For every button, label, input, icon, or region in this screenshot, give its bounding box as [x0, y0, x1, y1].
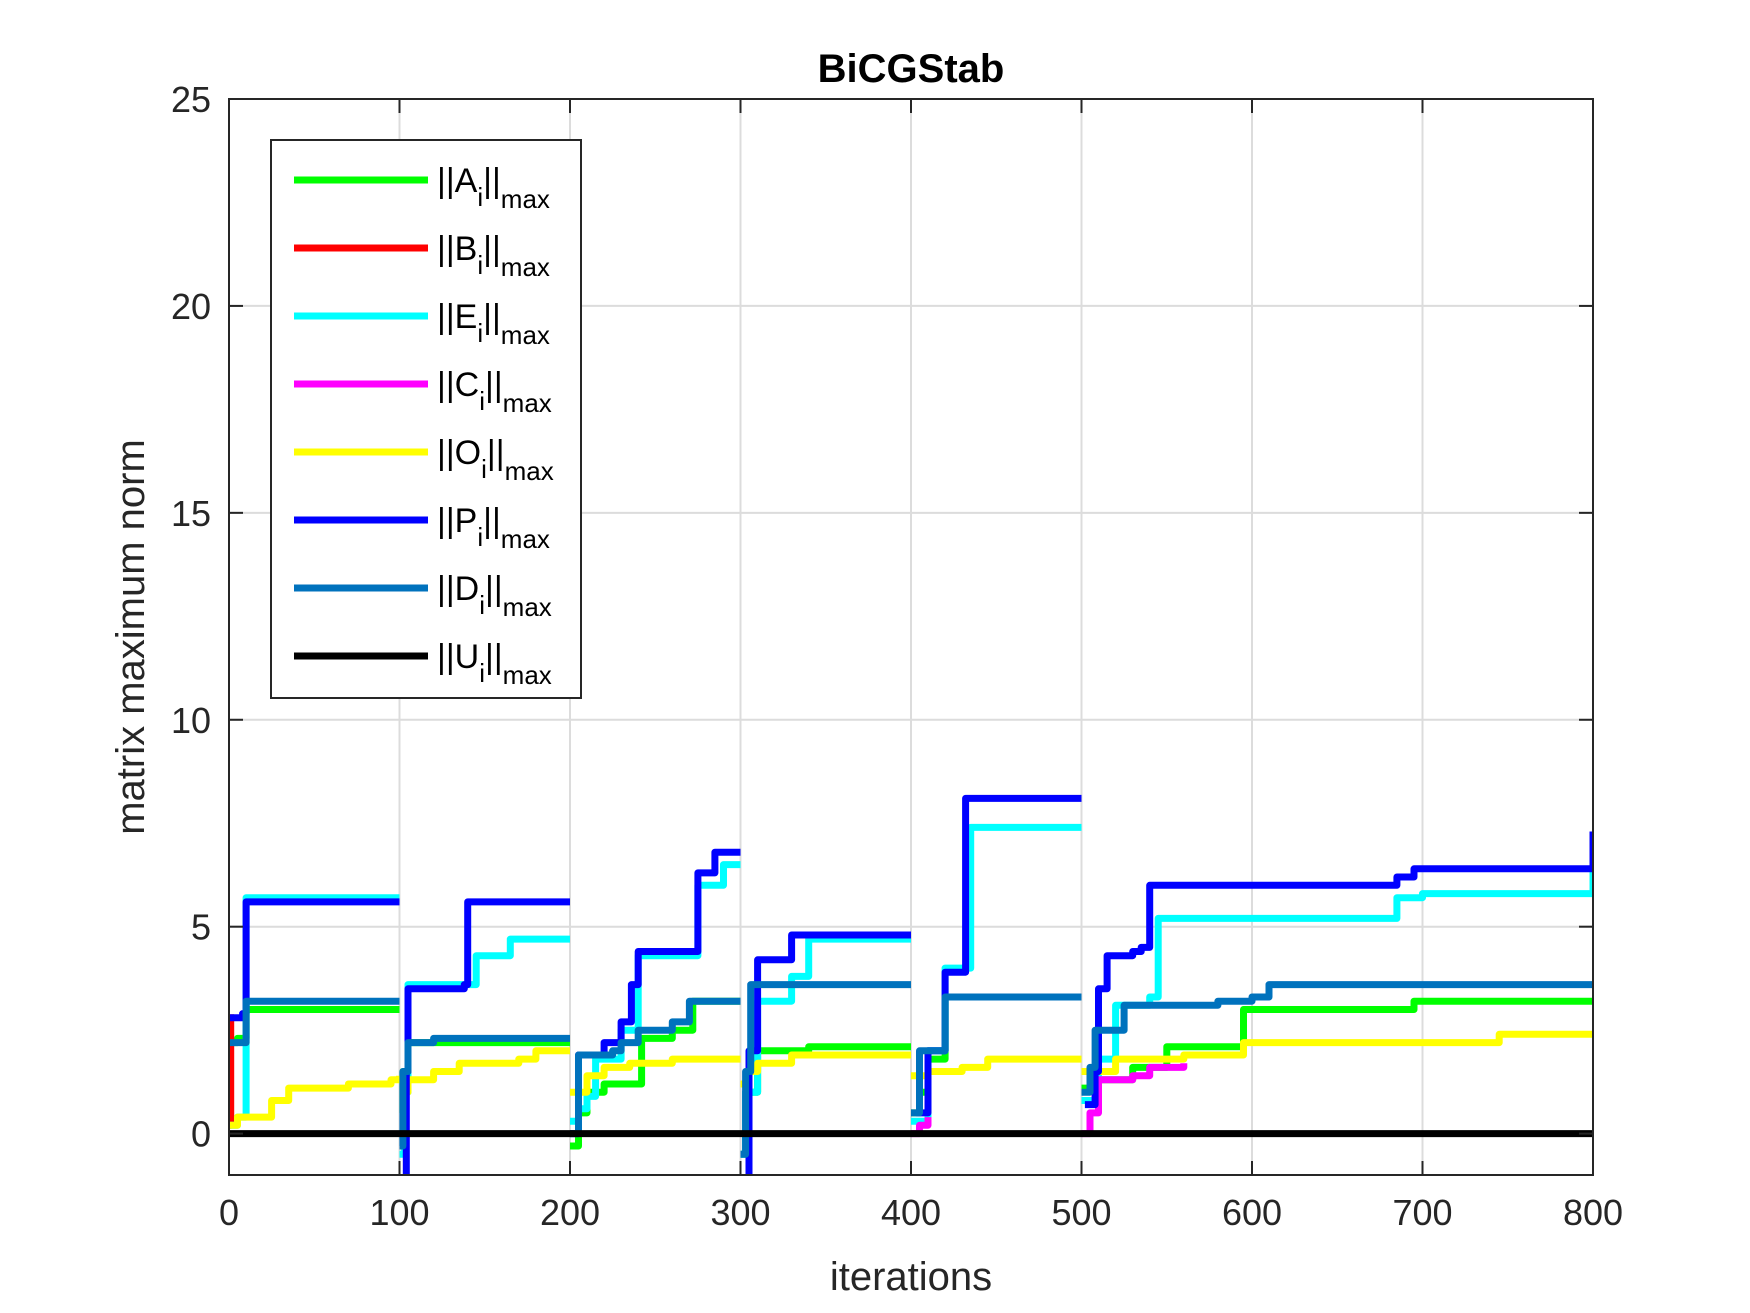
y-tick-label: 25: [171, 79, 211, 120]
y-axis-label: matrix maximum norm: [109, 439, 153, 835]
chart-title: BiCGStab: [818, 47, 1005, 91]
series-line: [1081, 1063, 1188, 1138]
series-line: [1081, 843, 1593, 1104]
x-tick-label: 300: [710, 1192, 770, 1233]
x-axis-label: iterations: [830, 1255, 992, 1299]
legend-entry-label: ||Bi||max: [437, 230, 550, 282]
series-line: [1081, 981, 1593, 1096]
legend-entry-label: ||Ci||max: [437, 366, 552, 418]
series-line: [229, 997, 400, 1047]
y-tick-label: 10: [171, 700, 211, 741]
series-layer: [229, 794, 1593, 1175]
series-line: [570, 997, 741, 1138]
legend-entry-label: ||Ei||max: [437, 298, 550, 350]
series-line: [570, 1055, 741, 1096]
series-line: [1081, 1030, 1593, 1075]
y-tick-label: 5: [191, 907, 211, 948]
legend-entry-label: ||Ai||max: [437, 162, 550, 214]
x-tick-label: 0: [219, 1192, 239, 1233]
series-line: [570, 997, 741, 1150]
y-tick-label: 15: [171, 493, 211, 534]
tick-labels: 0 100 200 300 400 500 600 700 800 0 5 10 15 20 25: [171, 79, 1623, 1233]
x-tick-label: 200: [540, 1192, 600, 1233]
series-line: [916, 794, 1082, 1117]
legend-entry-label: ||Di||max: [437, 570, 552, 622]
x-tick-label: 700: [1392, 1192, 1452, 1233]
axis-ticks: [228, 98, 1594, 1175]
series-line: [229, 1075, 403, 1129]
x-tick-label: 600: [1222, 1192, 1282, 1233]
series-line: [740, 981, 911, 1158]
series-line: [911, 993, 1082, 1117]
x-tick-label: 500: [1051, 1192, 1111, 1233]
x-tick-label: 400: [881, 1192, 941, 1233]
legend-entry-label: ||Oi||max: [437, 434, 554, 486]
legend-box: [270, 139, 582, 699]
y-tick-label: 20: [171, 286, 211, 327]
x-tick-label: 100: [369, 1192, 429, 1233]
y-tick-label: 0: [191, 1114, 211, 1155]
legend-entry-label: ||Pi||max: [437, 502, 550, 554]
series-dimax: [229, 981, 1593, 1158]
legend-entry-label: ||Ui||max: [437, 638, 552, 690]
legend: ||Ai||max ||Bi||max ||Ei||max ||Ci||max ||Oi…: [270, 139, 582, 699]
x-tick-label: 800: [1563, 1192, 1623, 1233]
